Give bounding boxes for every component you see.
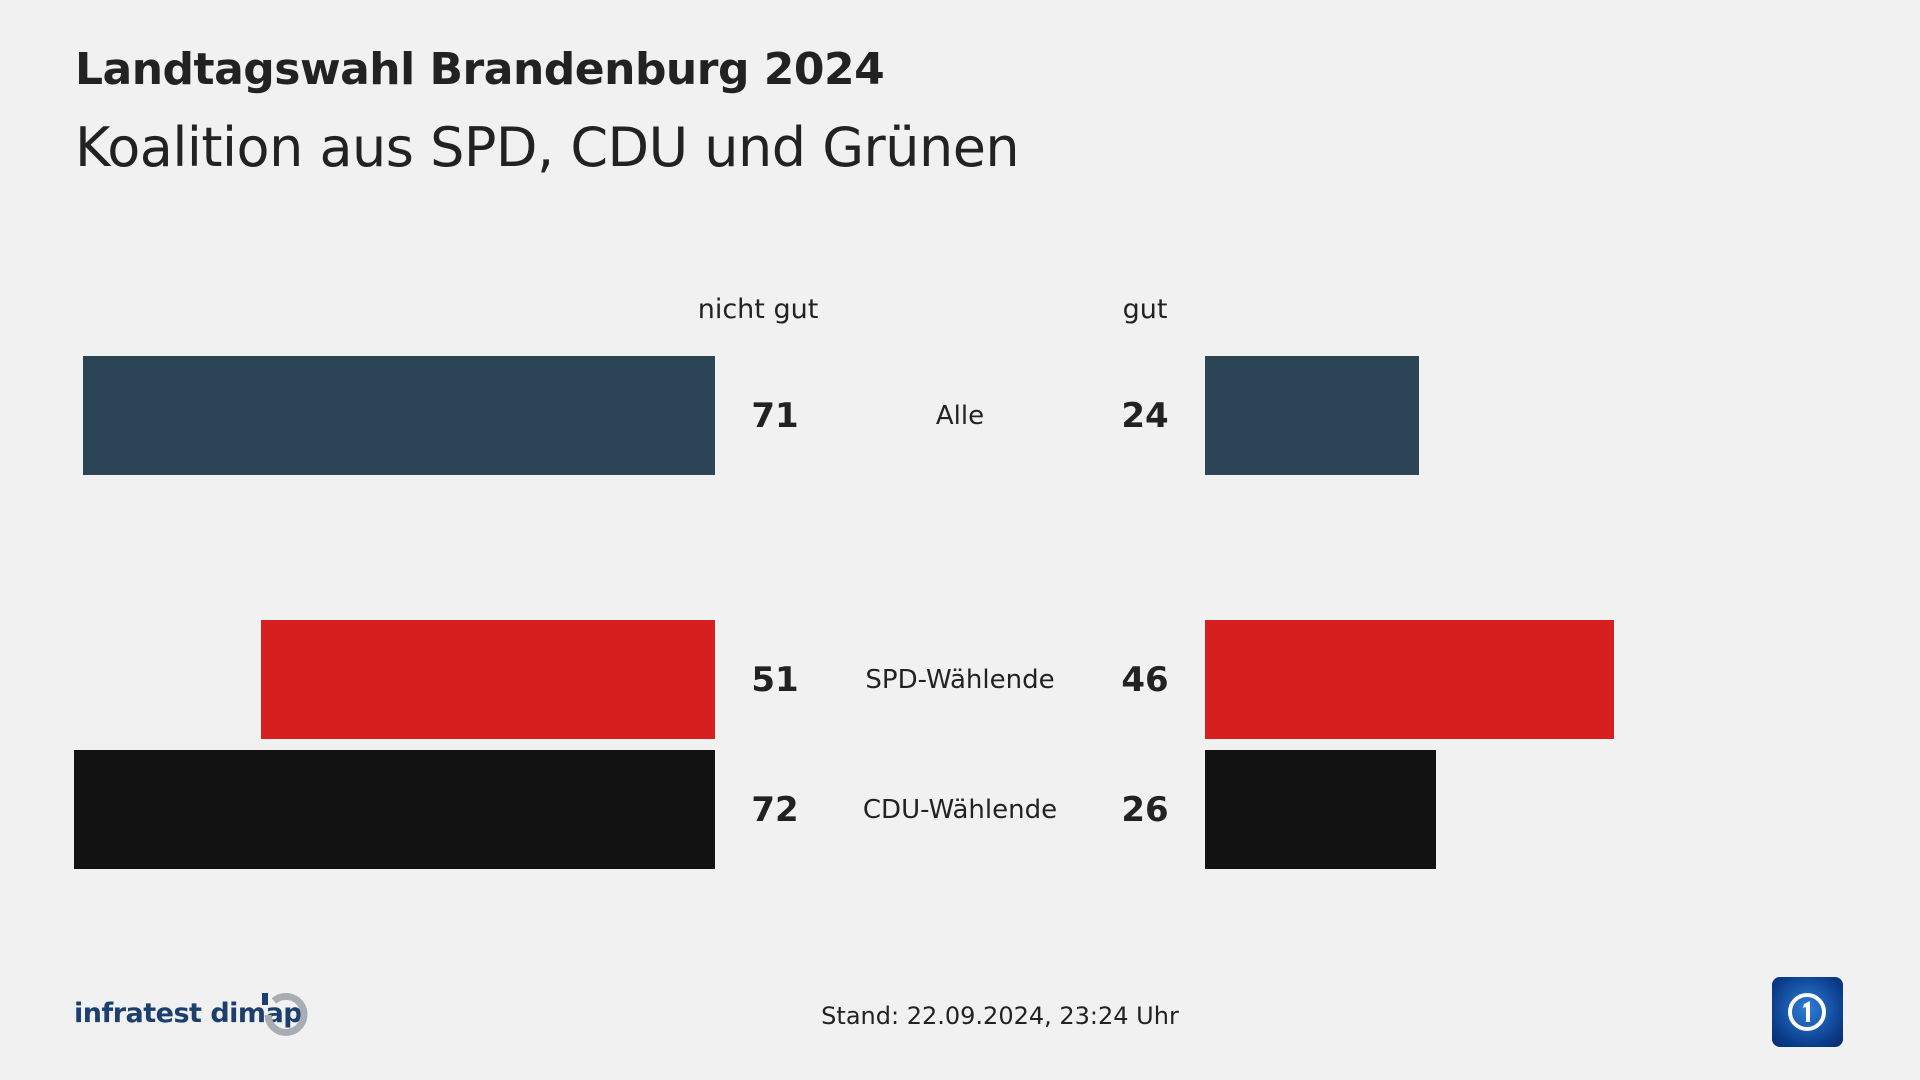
category-label-2: CDU-Wählende	[862, 794, 1058, 825]
bar-gut-2	[1205, 750, 1437, 869]
bar-gut-0	[1205, 356, 1419, 475]
chart-subtitle: Koalition aus SPD, CDU und Grünen	[75, 116, 1020, 179]
value-gut-2: 26	[1121, 789, 1169, 830]
bar-nicht-gut-1	[261, 620, 715, 739]
stand-label: Stand:	[821, 1002, 900, 1030]
header-nicht-gut: nicht gut	[697, 294, 819, 325]
value-gut-1: 46	[1121, 659, 1169, 700]
value-nicht-gut-1: 51	[751, 659, 799, 700]
category-label-0: Alle	[935, 400, 985, 431]
infratest-logo-icon	[262, 993, 308, 1036]
bar-nicht-gut-2	[74, 750, 715, 869]
bar-gut-1	[1205, 620, 1615, 739]
value-gut-0: 24	[1121, 395, 1169, 436]
chart-title: Landtagswahl Brandenburg 2024	[75, 44, 885, 95]
stand-value: 22.09.2024, 23:24 Uhr	[906, 1002, 1179, 1030]
bar-nicht-gut-0	[83, 356, 715, 475]
value-nicht-gut-2: 72	[751, 789, 799, 830]
category-label-1: SPD-Wählende	[865, 664, 1055, 695]
tagesschau-logo	[1772, 977, 1843, 1047]
header-gut: gut	[1122, 294, 1168, 325]
value-nicht-gut-0: 71	[751, 395, 799, 436]
timestamp: Stand: 22.09.2024, 23:24 Uhr	[821, 1002, 1179, 1030]
